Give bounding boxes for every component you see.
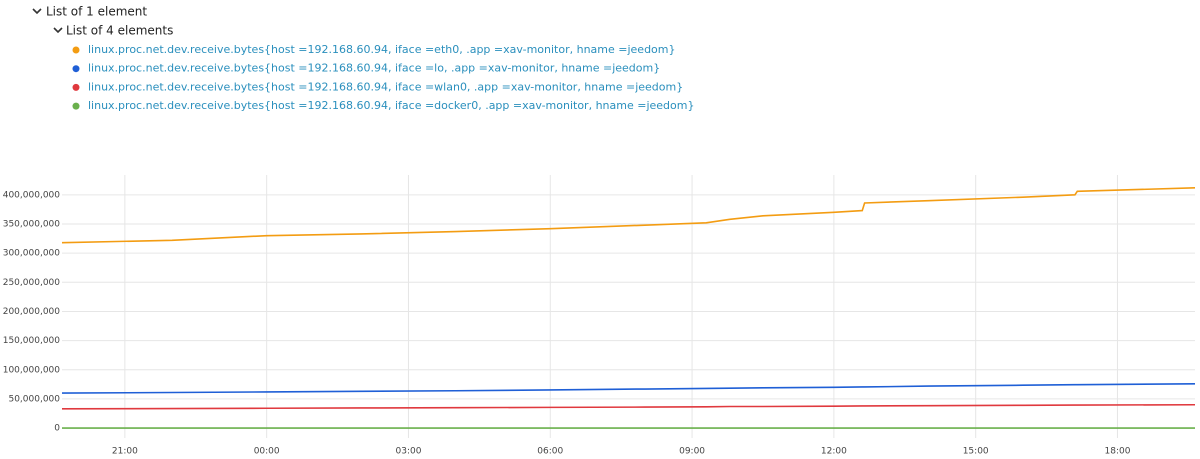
- x-tick-label: 18:00: [1105, 447, 1131, 457]
- x-tick-label: 06:00: [537, 447, 563, 457]
- x-tick-label: 12:00: [821, 447, 847, 457]
- legend-label: linux.proc.net.dev.receive.bytes{host =1…: [88, 80, 683, 93]
- y-tick-label: 100,000,000: [3, 365, 61, 375]
- legend-marker: [72, 46, 80, 54]
- legend-label: linux.proc.net.dev.receive.bytes{host =1…: [88, 99, 694, 112]
- y-tick-label: 300,000,000: [3, 249, 61, 259]
- series-line: [61, 382, 1196, 394]
- y-tick-label: 0: [54, 424, 60, 434]
- y-tick-label: 250,000,000: [3, 278, 61, 288]
- series-line: [61, 403, 1196, 410]
- y-tick-label: 350,000,000: [3, 219, 61, 229]
- y-tick-label: 400,000,000: [3, 190, 61, 200]
- x-tick-label: 00:00: [254, 447, 280, 457]
- x-tick-label: 15:00: [963, 447, 989, 457]
- y-tick-label: 200,000,000: [3, 307, 61, 317]
- x-tick-label: 09:00: [679, 447, 705, 457]
- y-tick-label: 50,000,000: [8, 394, 60, 404]
- x-tick-label: 21:00: [112, 447, 138, 457]
- legend-marker: [72, 83, 80, 91]
- y-tick-label: 150,000,000: [3, 336, 61, 346]
- x-tick-label: 03:00: [396, 447, 422, 457]
- tree-title[interactable]: List of 1 element: [46, 5, 147, 19]
- legend-label: linux.proc.net.dev.receive.bytes{host =1…: [88, 43, 676, 56]
- tree-subtitle[interactable]: List of 4 elements: [66, 24, 173, 38]
- series-line: [61, 187, 1196, 244]
- legend-marker: [72, 65, 80, 73]
- collapse-icon[interactable]: [32, 8, 42, 15]
- legend-marker: [72, 102, 80, 110]
- legend-label: linux.proc.net.dev.receive.bytes{host =1…: [88, 62, 660, 75]
- collapse-icon[interactable]: [53, 27, 63, 34]
